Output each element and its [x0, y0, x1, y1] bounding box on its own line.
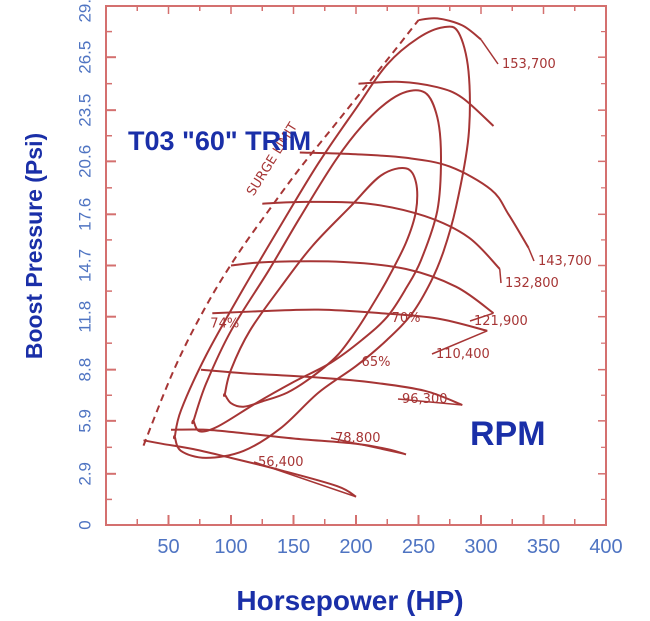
speed-line — [262, 200, 501, 270]
y-tick-label: 0 — [75, 520, 94, 529]
y-tick-label: 5.9 — [75, 409, 94, 433]
speed-line — [358, 80, 495, 127]
y-tick-label: 29.4 — [75, 0, 94, 23]
rpm-label: RPM — [470, 415, 546, 453]
speed-label-leader — [397, 398, 463, 406]
x-tick-label: 300 — [464, 536, 497, 558]
speed-label-leader — [480, 39, 499, 65]
speed-label-leader — [469, 312, 494, 322]
speed-label-leader — [431, 330, 488, 355]
speed-and-efficiency-lines — [142, 17, 535, 498]
speed-label: 153,700 — [502, 57, 556, 72]
speed-label: 56,400 — [258, 455, 304, 470]
speed-line — [143, 439, 357, 498]
speed-line — [170, 428, 407, 456]
y-tick-label: 8.8 — [75, 358, 94, 382]
chart-title: T03 "60" TRIM — [128, 126, 311, 156]
efficiency-label: 70% — [392, 311, 421, 326]
y-tick-label: 17.6 — [75, 198, 94, 231]
y-axis-title: Boost Pressure (Psi) — [21, 133, 47, 359]
x-tick-label: 50 — [157, 536, 179, 558]
y-tick-label: 14.7 — [75, 249, 94, 282]
speed-label: 96,300 — [402, 392, 448, 407]
speed-line — [212, 308, 488, 332]
x-tick-label: 250 — [402, 536, 435, 558]
x-axis-title: Horsepower (HP) — [236, 585, 463, 616]
speed-label-leader — [527, 247, 535, 262]
speed-line — [200, 368, 463, 406]
x-tick-label: 150 — [277, 536, 310, 558]
y-tick-label: 11.8 — [75, 301, 94, 333]
efficiency-island-74pct — [222, 167, 419, 408]
x-tick-marks — [105, 6, 607, 525]
x-tick-label: 200 — [339, 536, 372, 558]
speed-label: 143,700 — [538, 254, 592, 269]
speed-label: 78.800 — [335, 431, 381, 446]
speed-label-leader — [499, 268, 502, 284]
efficiency-island-70pct — [191, 89, 443, 433]
speed-label-leader — [330, 437, 407, 456]
speed-label: 132,800 — [505, 276, 559, 291]
speed-line — [299, 151, 530, 249]
efficiency-island-65pct — [172, 25, 471, 459]
speed-line — [418, 17, 482, 41]
efficiency-label: 74% — [210, 316, 239, 331]
y-tick-label: 2.9 — [75, 462, 94, 486]
x-tick-label: 350 — [527, 536, 560, 558]
speed-label: 121,900 — [474, 314, 528, 329]
x-tick-label: 400 — [589, 536, 622, 558]
y-tick-marks — [106, 5, 606, 526]
surge-limit-line — [142, 19, 420, 446]
y-tick-label: 20.6 — [75, 145, 94, 178]
speed-line — [230, 260, 495, 315]
y-tick-label: 26.5 — [75, 41, 94, 74]
x-tick-label: 100 — [214, 536, 247, 558]
efficiency-label: 65% — [362, 355, 391, 370]
y-tick-label: 23.5 — [75, 94, 94, 127]
axis-labels: 0 2.9 5.9 8.8 11.8 14.7 17.6 20.6 23.5 26.5 29.4 50… — [75, 0, 622, 558]
speed-label: 110,400 — [436, 347, 490, 362]
speed-label-leader — [253, 461, 357, 498]
